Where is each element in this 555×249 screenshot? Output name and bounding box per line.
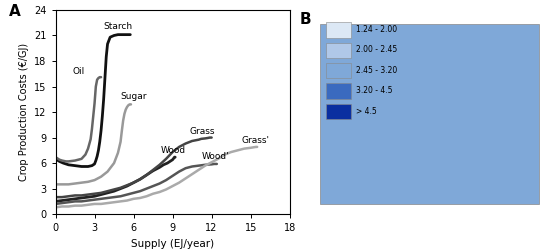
Text: A: A xyxy=(9,4,21,19)
Text: Sugar: Sugar xyxy=(120,92,147,101)
Text: 2.45 - 3.20: 2.45 - 3.20 xyxy=(356,66,398,75)
FancyBboxPatch shape xyxy=(326,63,351,78)
Text: Grass: Grass xyxy=(189,127,215,136)
Text: > 4.5: > 4.5 xyxy=(356,107,377,116)
Text: 2.00 - 2.45: 2.00 - 2.45 xyxy=(356,45,398,54)
FancyBboxPatch shape xyxy=(326,43,351,58)
X-axis label: Supply (EJ/year): Supply (EJ/year) xyxy=(131,239,214,249)
FancyBboxPatch shape xyxy=(326,104,351,119)
Text: Wood': Wood' xyxy=(201,152,229,161)
Text: B: B xyxy=(300,12,311,27)
FancyBboxPatch shape xyxy=(326,22,351,38)
FancyBboxPatch shape xyxy=(326,83,351,99)
FancyBboxPatch shape xyxy=(320,24,539,204)
Text: 1.24 - 2.00: 1.24 - 2.00 xyxy=(356,25,397,34)
Text: Wood: Wood xyxy=(161,146,186,155)
Text: Oil: Oil xyxy=(72,67,85,76)
Text: 3.20 - 4.5: 3.20 - 4.5 xyxy=(356,86,393,95)
Text: Grass': Grass' xyxy=(241,136,270,145)
Text: Starch: Starch xyxy=(104,22,133,31)
Y-axis label: Crop Production Costs (€/GJ): Crop Production Costs (€/GJ) xyxy=(18,43,28,181)
